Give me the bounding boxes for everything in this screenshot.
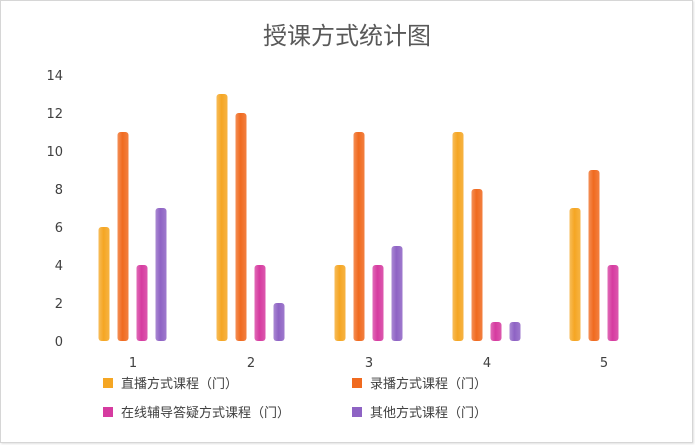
bar — [334, 265, 346, 341]
bar — [98, 227, 110, 341]
bar — [155, 208, 167, 341]
x-tick-label: 2 — [247, 356, 255, 371]
x-tick-label: 1 — [129, 356, 137, 371]
x-tick-label: 5 — [600, 356, 608, 371]
legend-label: 录播方式课程（门） — [370, 376, 487, 392]
legend-swatch — [352, 378, 362, 388]
y-tick-label: 10 — [46, 145, 63, 160]
bar — [607, 265, 619, 341]
bars — [98, 94, 619, 341]
bar — [372, 265, 384, 341]
bar — [216, 94, 228, 341]
chart-title: 授课方式统计图 — [263, 22, 431, 50]
y-axis: 0 2 4 6 8 10 12 14 — [46, 69, 63, 350]
x-tick-label: 3 — [365, 356, 373, 371]
legend-label: 在线辅导答疑方式课程（门） — [121, 405, 290, 421]
y-tick-label: 12 — [46, 107, 63, 122]
legend-swatch — [103, 378, 113, 388]
y-tick-label: 8 — [55, 183, 63, 198]
y-tick-label: 0 — [55, 335, 63, 350]
bar — [136, 265, 148, 341]
legend-label: 其他方式课程（门） — [370, 405, 487, 421]
legend-swatch — [103, 407, 113, 417]
bar — [471, 189, 483, 341]
legend: 直播方式课程（门） 录播方式课程（门） 在线辅导答疑方式课程（门） 其他方式课程（门） — [103, 376, 487, 421]
legend-label: 直播方式课程（门） — [121, 376, 238, 392]
y-tick-label: 14 — [46, 69, 63, 84]
bar — [509, 322, 521, 341]
bar — [391, 246, 403, 341]
bar — [569, 208, 581, 341]
y-tick-label: 2 — [55, 297, 63, 312]
bar — [273, 303, 285, 341]
bar — [353, 132, 365, 341]
x-axis: 1 2 3 4 5 — [129, 356, 608, 371]
x-tick-label: 4 — [483, 356, 491, 371]
bar — [588, 170, 600, 341]
y-tick-label: 4 — [55, 259, 63, 274]
bar — [452, 132, 464, 341]
bar — [490, 322, 502, 341]
y-tick-label: 6 — [55, 221, 63, 236]
bar — [235, 113, 247, 341]
bar — [117, 132, 129, 341]
legend-swatch — [352, 407, 362, 417]
bar — [254, 265, 266, 341]
